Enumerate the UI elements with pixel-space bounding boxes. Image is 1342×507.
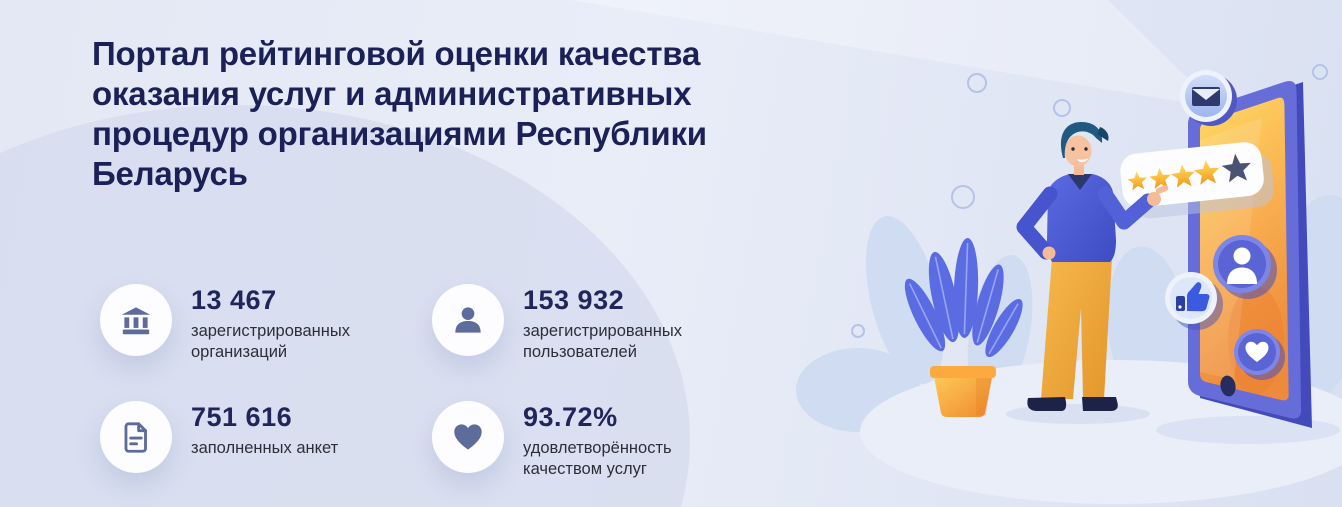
stat-label: удовлетворённость качеством услуг [523,439,672,478]
man-hair [1060,122,1103,158]
mail-badge [1180,70,1237,126]
stat-icon-circle [100,284,172,356]
user-badge [1213,235,1277,299]
stat-text: 153 932 зарегистрированных пользователей [523,284,745,363]
background-blob [0,105,690,507]
stat-text: 13 467 зарегистрированных организаций [191,284,413,363]
decor-circle [1053,99,1071,117]
man-face-features [1071,147,1089,163]
man-collar [1068,174,1092,190]
decor-circle [1312,64,1328,80]
decor-circle [951,185,975,209]
man-hair-flick [1097,127,1109,141]
home-button [1220,375,1236,397]
user-icon [1227,247,1257,284]
man-pants [1041,258,1112,399]
man-neck [1074,163,1084,175]
man-left-hand [1042,246,1056,260]
plant-pot [930,366,996,417]
thumbs-up-icon [1176,282,1210,312]
stat-value: 153 932 [523,285,625,315]
man-right-arm [1097,186,1156,230]
stat-surveys: 751 616 заполненных анкет [100,401,432,480]
decor-circles [851,64,1328,338]
mail-icon [1192,87,1220,106]
man-illustration [1016,122,1169,411]
stat-value: 13 467 [191,285,277,315]
potted-plant [904,238,1023,417]
user-icon [455,307,481,333]
heart-icon [454,424,482,450]
stats-grid: 13 467 зарегистрированных организаций 15… [100,284,772,480]
man-right-hand [1147,185,1169,206]
stat-organizations: 13 467 зарегистрированных организаций [100,284,432,363]
decor-circle [851,324,865,338]
stat-label: зарегистрированных организаций [191,322,350,361]
bank-icon [121,307,151,335]
light-wedge [570,0,1218,108]
document-icon [124,422,147,453]
man-left-arm [1016,186,1058,260]
stat-icon-circle [100,401,172,473]
stat-satisfaction: 93.72% удовлетворённость качеством услуг [432,401,772,480]
stat-icon-circle [432,401,504,473]
stat-text: 93.72% удовлетворённость качеством услуг [523,401,745,480]
heart-badge [1234,329,1285,380]
stat-text: 751 616 заполненных анкет [191,401,338,459]
stat-label: зарегистрированных пользователей [523,322,682,361]
stat-value: 93.72% [523,402,618,432]
stat-label: заполненных анкет [191,439,339,457]
page-title: Портал рейтинговой оценки качества оказа… [92,35,707,192]
stat-users: 153 932 зарегистрированных пользователей [432,284,772,363]
decor-circle [967,73,987,93]
man-face [1064,135,1092,167]
stat-value: 751 616 [191,402,293,432]
heart-icon [1245,341,1269,362]
stat-icon-circle [432,284,504,356]
man-shoes [1027,397,1118,411]
plant-leaves [904,238,1023,358]
thumbs-up-badge [1165,272,1223,330]
